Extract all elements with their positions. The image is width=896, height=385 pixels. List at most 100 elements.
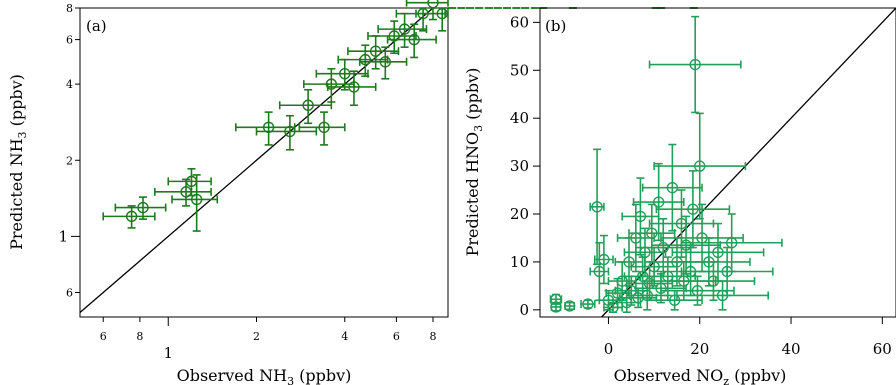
data-marker	[563, 300, 576, 312]
one-to-one-line-b	[601, 7, 896, 318]
data-point	[568, 7, 577, 9]
data-point	[358, 46, 408, 80]
one-to-one-line-a	[79, 7, 434, 314]
data-marker	[646, 227, 658, 239]
data-point	[680, 246, 774, 297]
x-tick-label: 2	[253, 330, 260, 343]
data-marker	[190, 193, 203, 206]
data-point	[457, 7, 466, 9]
data-marker	[634, 210, 647, 223]
y-tick-label: 6	[66, 34, 73, 47]
data-point	[114, 196, 167, 220]
data-point	[539, 7, 548, 9]
data-point	[512, 7, 521, 9]
data-point	[171, 174, 219, 232]
plot-frame-b	[539, 7, 896, 318]
data-marker	[550, 301, 562, 313]
data-marker	[436, 7, 448, 20]
data-marker	[657, 241, 669, 254]
data-point	[484, 7, 493, 9]
data-point	[563, 300, 576, 312]
y-tick-label: 2	[66, 154, 73, 167]
data-point	[102, 205, 156, 229]
x-tick-label: 20	[690, 340, 709, 358]
data-point	[326, 70, 377, 107]
data-marker	[408, 33, 420, 46]
y-tick-label: 10	[510, 253, 529, 271]
data-marker	[623, 256, 635, 268]
data-point	[648, 15, 742, 114]
panel-label-a: (a)	[86, 17, 107, 35]
data-point	[623, 227, 667, 278]
data-point	[475, 7, 484, 9]
data-point	[367, 20, 417, 55]
y-tick-label: 50	[510, 61, 529, 79]
data-point	[448, 7, 457, 9]
data-point	[657, 7, 666, 9]
x-axis-title-a: Observed NH3 (ppbv)	[177, 366, 352, 385]
data-marker	[137, 201, 149, 214]
data-point	[154, 178, 212, 207]
data-marker	[125, 210, 138, 223]
data-point	[530, 7, 539, 9]
data-point	[621, 177, 660, 256]
data-points-a	[102, 0, 698, 232]
data-marker	[348, 81, 360, 93]
data-point	[671, 261, 756, 302]
y-tick-label: 6	[66, 286, 73, 299]
y-tick-label: 8	[66, 2, 73, 15]
data-marker	[427, 0, 439, 9]
data-marker	[668, 294, 681, 306]
data-point	[689, 7, 698, 9]
data-marker	[666, 181, 679, 194]
data-point	[651, 7, 660, 9]
data-point	[651, 215, 722, 275]
data-marker	[598, 253, 610, 266]
data-point	[680, 213, 783, 273]
chart-panel-a: (a) 1 6 8 2 4 6 8 1 6 2 4 6 8 Observed NH3 (ppbv) Pr…	[7, 0, 698, 385]
y-tick-label: 4	[66, 78, 73, 91]
data-marker	[694, 160, 706, 172]
y-tick-label: 40	[510, 109, 529, 127]
data-marker	[725, 237, 738, 249]
data-point	[415, 7, 449, 32]
data-point	[386, 23, 437, 59]
reference-line	[79, 7, 434, 314]
x-tick-label: 6	[393, 330, 400, 343]
y-tick-label: 30	[510, 157, 529, 175]
axis-ticks-a: 1 6 8 2 4 6 8 1 6 2 4 6 8	[58, 2, 436, 362]
data-point	[235, 111, 296, 146]
data-marker	[591, 201, 603, 213]
data-marker	[262, 121, 275, 133]
y-axis-title-b: Predicted HNO3 (ppbv)	[463, 68, 485, 257]
chart-panel-b: (b) 0 20 40 60 0 10 20 30 40 50 60 Observed NOz (p…	[463, 7, 896, 385]
data-points-b	[549, 15, 783, 314]
data-point	[589, 148, 605, 266]
data-marker	[398, 23, 411, 35]
data-point	[550, 301, 562, 313]
x-tick-label: 40	[781, 340, 800, 358]
data-point	[298, 111, 346, 146]
data-point	[255, 114, 318, 151]
y-tick-label: 1	[58, 227, 68, 245]
data-marker	[582, 298, 594, 310]
y-tick-label: 60	[510, 13, 529, 31]
data-marker	[379, 56, 391, 68]
data-marker	[369, 45, 382, 57]
data-marker	[339, 67, 351, 80]
x-tick-label: 4	[341, 330, 348, 343]
data-marker	[325, 78, 338, 90]
data-point	[593, 234, 614, 285]
data-marker	[284, 125, 296, 138]
y-axis-title-a: Predicted NH3 (ppbv)	[7, 74, 29, 250]
data-point	[653, 112, 747, 220]
data-point	[580, 298, 596, 310]
data-marker	[689, 58, 701, 71]
data-marker	[388, 30, 400, 42]
panel-label-b: (b)	[545, 17, 566, 35]
x-tick-label: 1	[163, 344, 173, 362]
data-point	[502, 7, 511, 9]
x-tick-label: 60	[873, 340, 892, 358]
x-tick-label: 8	[430, 330, 437, 343]
